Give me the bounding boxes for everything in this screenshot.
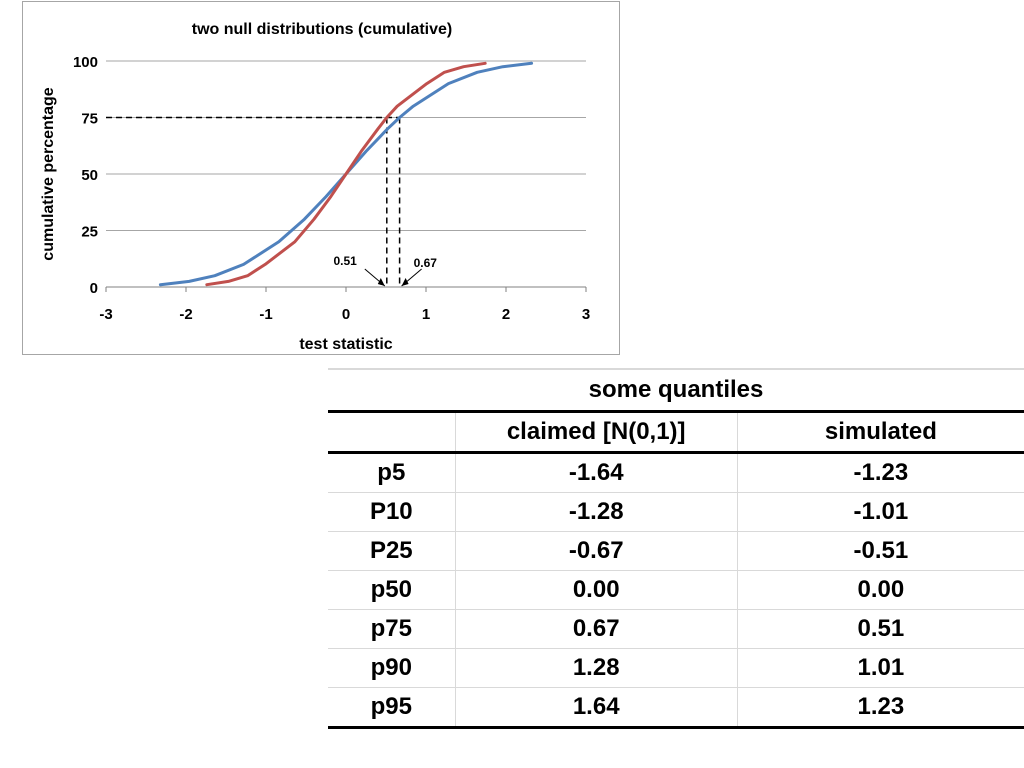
y-tick-label: 50	[81, 167, 98, 184]
y-tick-label: 75	[81, 111, 98, 128]
quantile-label-cell: p95	[328, 687, 456, 729]
claimed-value-cell: -0.67	[454, 531, 738, 571]
table-row: P10 -1.28 -1.01	[328, 492, 1024, 532]
annotation-label: 0.51	[333, 254, 357, 268]
table-row: p5 -1.64 -1.23	[328, 452, 1024, 493]
header-cell-claimed: claimed [N(0,1)]	[454, 411, 738, 454]
simulated-value-cell: 1.01	[736, 648, 1024, 688]
table-row: p50 0.00 0.00	[328, 570, 1024, 610]
table-caption-row: some quantiles	[328, 368, 1024, 413]
plot-area: 0 25 50 75 100 -3 -2 -1 0 1 2 3 0.51 0.67	[73, 54, 590, 323]
y-tick-label: 100	[73, 54, 98, 71]
annotation-label: 0.67	[414, 256, 438, 270]
quantile-label-cell: p50	[328, 570, 456, 610]
simulated-value-cell: -0.51	[736, 531, 1024, 571]
claimed-value-cell: 1.64	[454, 687, 738, 729]
header-cell-blank	[328, 411, 456, 454]
quantile-label-cell: p90	[328, 648, 456, 688]
x-axis-label: test statistic	[299, 336, 392, 353]
x-tick-label: 2	[502, 306, 510, 323]
x-tick-label: 0	[342, 306, 350, 323]
table-row: P25 -0.67 -0.51	[328, 531, 1024, 571]
claimed-value-cell: 0.00	[454, 570, 738, 610]
x-tick-label: 1	[422, 306, 430, 323]
simulated-value-cell: 0.51	[736, 609, 1024, 649]
x-tick-label: -2	[179, 306, 192, 323]
claimed-value-cell: 0.67	[454, 609, 738, 649]
x-tick-label: -1	[259, 306, 272, 323]
y-tick-label: 0	[90, 280, 98, 297]
annotation-arrowhead	[377, 278, 385, 286]
chart-frame: two null distributions (cumulative) cumu…	[22, 1, 620, 355]
y-axis-label: cumulative percentage	[40, 87, 57, 261]
chart-title: two null distributions (cumulative)	[192, 21, 452, 38]
quantiles-table-wrap: some quantiles claimed [N(0,1)] simulate…	[328, 368, 1024, 729]
claimed-value-cell: -1.64	[454, 452, 738, 493]
table-caption: some quantiles	[328, 368, 1024, 413]
simulated-value-cell: 0.00	[736, 570, 1024, 610]
x-tick-label: -3	[99, 306, 112, 323]
table-row: p95 1.64 1.23	[328, 687, 1024, 729]
cumulative-chart: two null distributions (cumulative) cumu…	[40, 21, 590, 353]
table-row: p90 1.28 1.01	[328, 648, 1024, 688]
annotation-arrowhead	[401, 278, 409, 286]
claimed-value-cell: -1.28	[454, 492, 738, 532]
series-line-red	[205, 61, 487, 287]
header-cell-simulated: simulated	[736, 411, 1024, 454]
claimed-value-cell: 1.28	[454, 648, 738, 688]
x-tick-label: 3	[582, 306, 590, 323]
table-header-row: claimed [N(0,1)] simulated	[328, 411, 1024, 454]
quantiles-table: some quantiles claimed [N(0,1)] simulate…	[328, 368, 1024, 729]
quantile-label-cell: p75	[328, 609, 456, 649]
simulated-value-cell: 1.23	[736, 687, 1024, 729]
simulated-value-cell: -1.23	[736, 452, 1024, 493]
quantile-label-cell: P10	[328, 492, 456, 532]
simulated-value-cell: -1.01	[736, 492, 1024, 532]
table-row: p75 0.67 0.51	[328, 609, 1024, 649]
series-line-blue	[158, 61, 534, 287]
quantile-label-cell: P25	[328, 531, 456, 571]
quantile-label-cell: p5	[328, 452, 456, 493]
y-tick-label: 25	[81, 224, 98, 241]
